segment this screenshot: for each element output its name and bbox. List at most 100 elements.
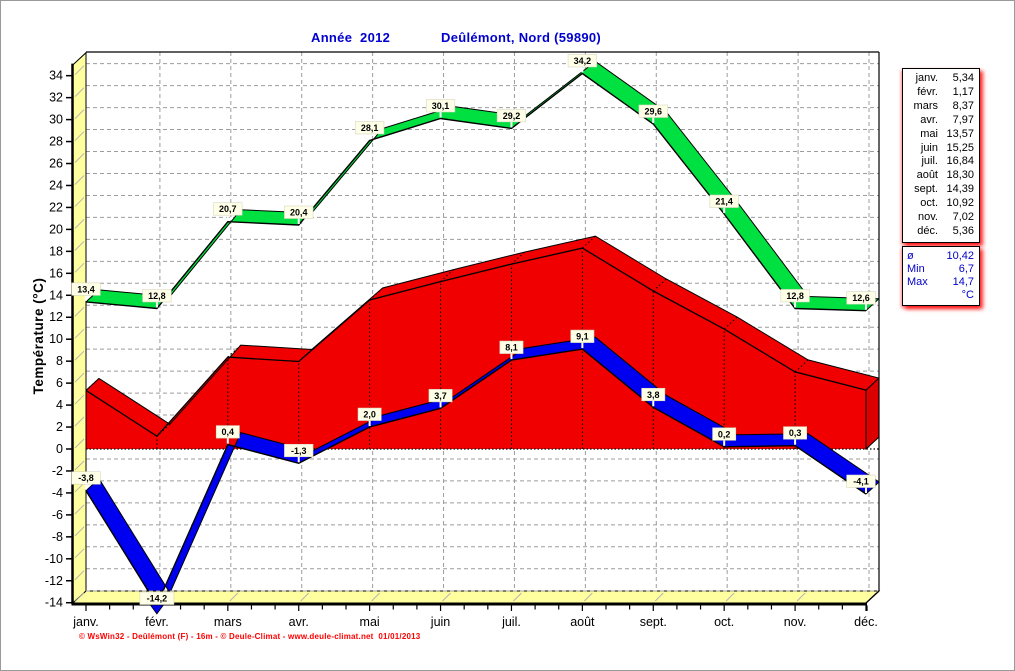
wall-hash-mark [74,131,85,141]
floor-hash-mark [513,592,522,602]
wall-hash-mark [74,548,85,559]
legend-unit-row: °C [906,289,974,302]
max-value-label: 12,6 [852,293,870,303]
max-value-label-box [213,202,243,216]
wall-hash-mark [74,219,85,229]
y-tick-label: 20 [49,222,63,236]
month-label: juil. [501,615,521,629]
y-tick-label: 28 [49,135,63,149]
wall-hash-mark [74,438,85,449]
wall-hash-mark [74,460,85,471]
y-tick-label: 4 [56,398,63,412]
wall-hash-mark [74,65,85,76]
wall-hash-mark [74,109,85,119]
legend-value: 1,17 [952,85,974,98]
legend-label: juin [920,141,938,154]
month-label: mars [214,615,242,629]
max-value-label: 29,6 [645,106,663,116]
legend-row: févr. 1,17 [906,86,974,100]
mean-depth-dotted [723,316,738,330]
min-value-label: -4,1 [853,477,869,487]
y-tick-label: -10 [45,552,63,566]
legend-row: avr. 7,97 [906,114,974,128]
wall-hash-mark [74,504,85,515]
min-value-label-box [641,387,666,402]
y-tick-label: 26 [49,157,63,171]
min-value-label-box [499,340,524,354]
wall-hash-mark [74,306,85,317]
month-label: nov. [784,615,807,629]
legend-value: 10,92 [946,197,974,210]
max-series-back-outline [98,60,880,300]
y-tick-label: 10 [49,332,63,346]
wall-hash-mark [74,262,85,273]
min-value-label: 0,2 [718,429,731,439]
floor-hash-mark [725,592,735,602]
min-value-label-box [846,474,876,488]
min-value-label: 0,3 [789,428,802,438]
legend-label: avr. [920,113,938,126]
wall-hash-mark [74,372,85,383]
copyright-text: © WsWin32 - Deûlémont (F) - 16m - © Deul… [79,632,421,641]
legend-label: janv. [915,72,938,84]
max-series-front-outline [85,72,867,312]
legend-label: sept. [914,183,938,196]
legend-row: ø 10,42 [906,250,974,263]
max-value-label: 13,4 [77,284,95,294]
min-value-label: -14,2 [147,594,168,604]
wall-hash-mark [74,570,85,581]
y-axis-title: Température (°C) [31,278,46,395]
y-tick-label: 30 [49,113,63,127]
floor [71,590,881,604]
legend-label: mars [913,99,938,112]
y-tick-label: 8 [56,354,63,368]
legend-label: ø [907,249,914,262]
month-label: janv. [72,615,98,629]
mean-depth-dotted [440,269,454,282]
max-value-label: 29,2 [503,111,521,121]
floor-hash-mark [229,592,239,602]
mean-front-outline [85,247,867,438]
month-label: févr. [145,615,169,629]
wall-hash-mark [74,394,85,405]
legend-label: Min [907,262,925,275]
floor-hash-mark [442,592,451,602]
y-tick-label: -6 [52,508,63,522]
legend-label: juil. [921,155,938,168]
max-value-label-box [638,104,668,118]
y-tick-label: -14 [45,596,63,610]
max-value-label-box [71,282,101,296]
y-tick-label: 18 [49,244,63,258]
floor-right-edge [865,590,880,604]
legend-row: oct. 10,92 [906,197,974,211]
min-value-label-box [428,389,453,403]
min-value-label-box [783,426,807,440]
max-value-label-box [780,289,810,303]
y-tick-label: -2 [52,464,63,478]
legend-value: 5,34 [952,72,974,84]
mean-depth-dotted [369,287,383,301]
mean-depth-dotted [865,377,880,391]
legend-row: déc. 5,36 [906,225,974,239]
legend-value: 16,84 [946,155,974,168]
month-label: avr. [289,615,309,629]
legend-row: sept. 14,39 [906,183,974,197]
legend-row: juil. 16,84 [906,155,974,169]
wall-hash-mark [74,526,85,537]
max-value-label-box [142,289,172,303]
legend-value: 8,37 [952,99,974,112]
min-series-front-outline [85,348,867,607]
legend-label: nov. [918,211,938,224]
max-value-label: 30,1 [432,101,450,111]
y-tick-label: 32 [49,91,63,105]
y-tick-label: 0 [56,442,63,456]
y-tick-label: -12 [45,574,63,588]
legend-value: 14,7 [952,275,974,288]
floor-hash-mark [796,592,806,602]
mean-depth-dotted [85,377,100,391]
off-scale-marker [149,604,165,615]
wall-hash-mark [74,241,85,251]
y-tick-label: 22 [49,200,63,214]
wall-hash-mark [74,350,85,361]
